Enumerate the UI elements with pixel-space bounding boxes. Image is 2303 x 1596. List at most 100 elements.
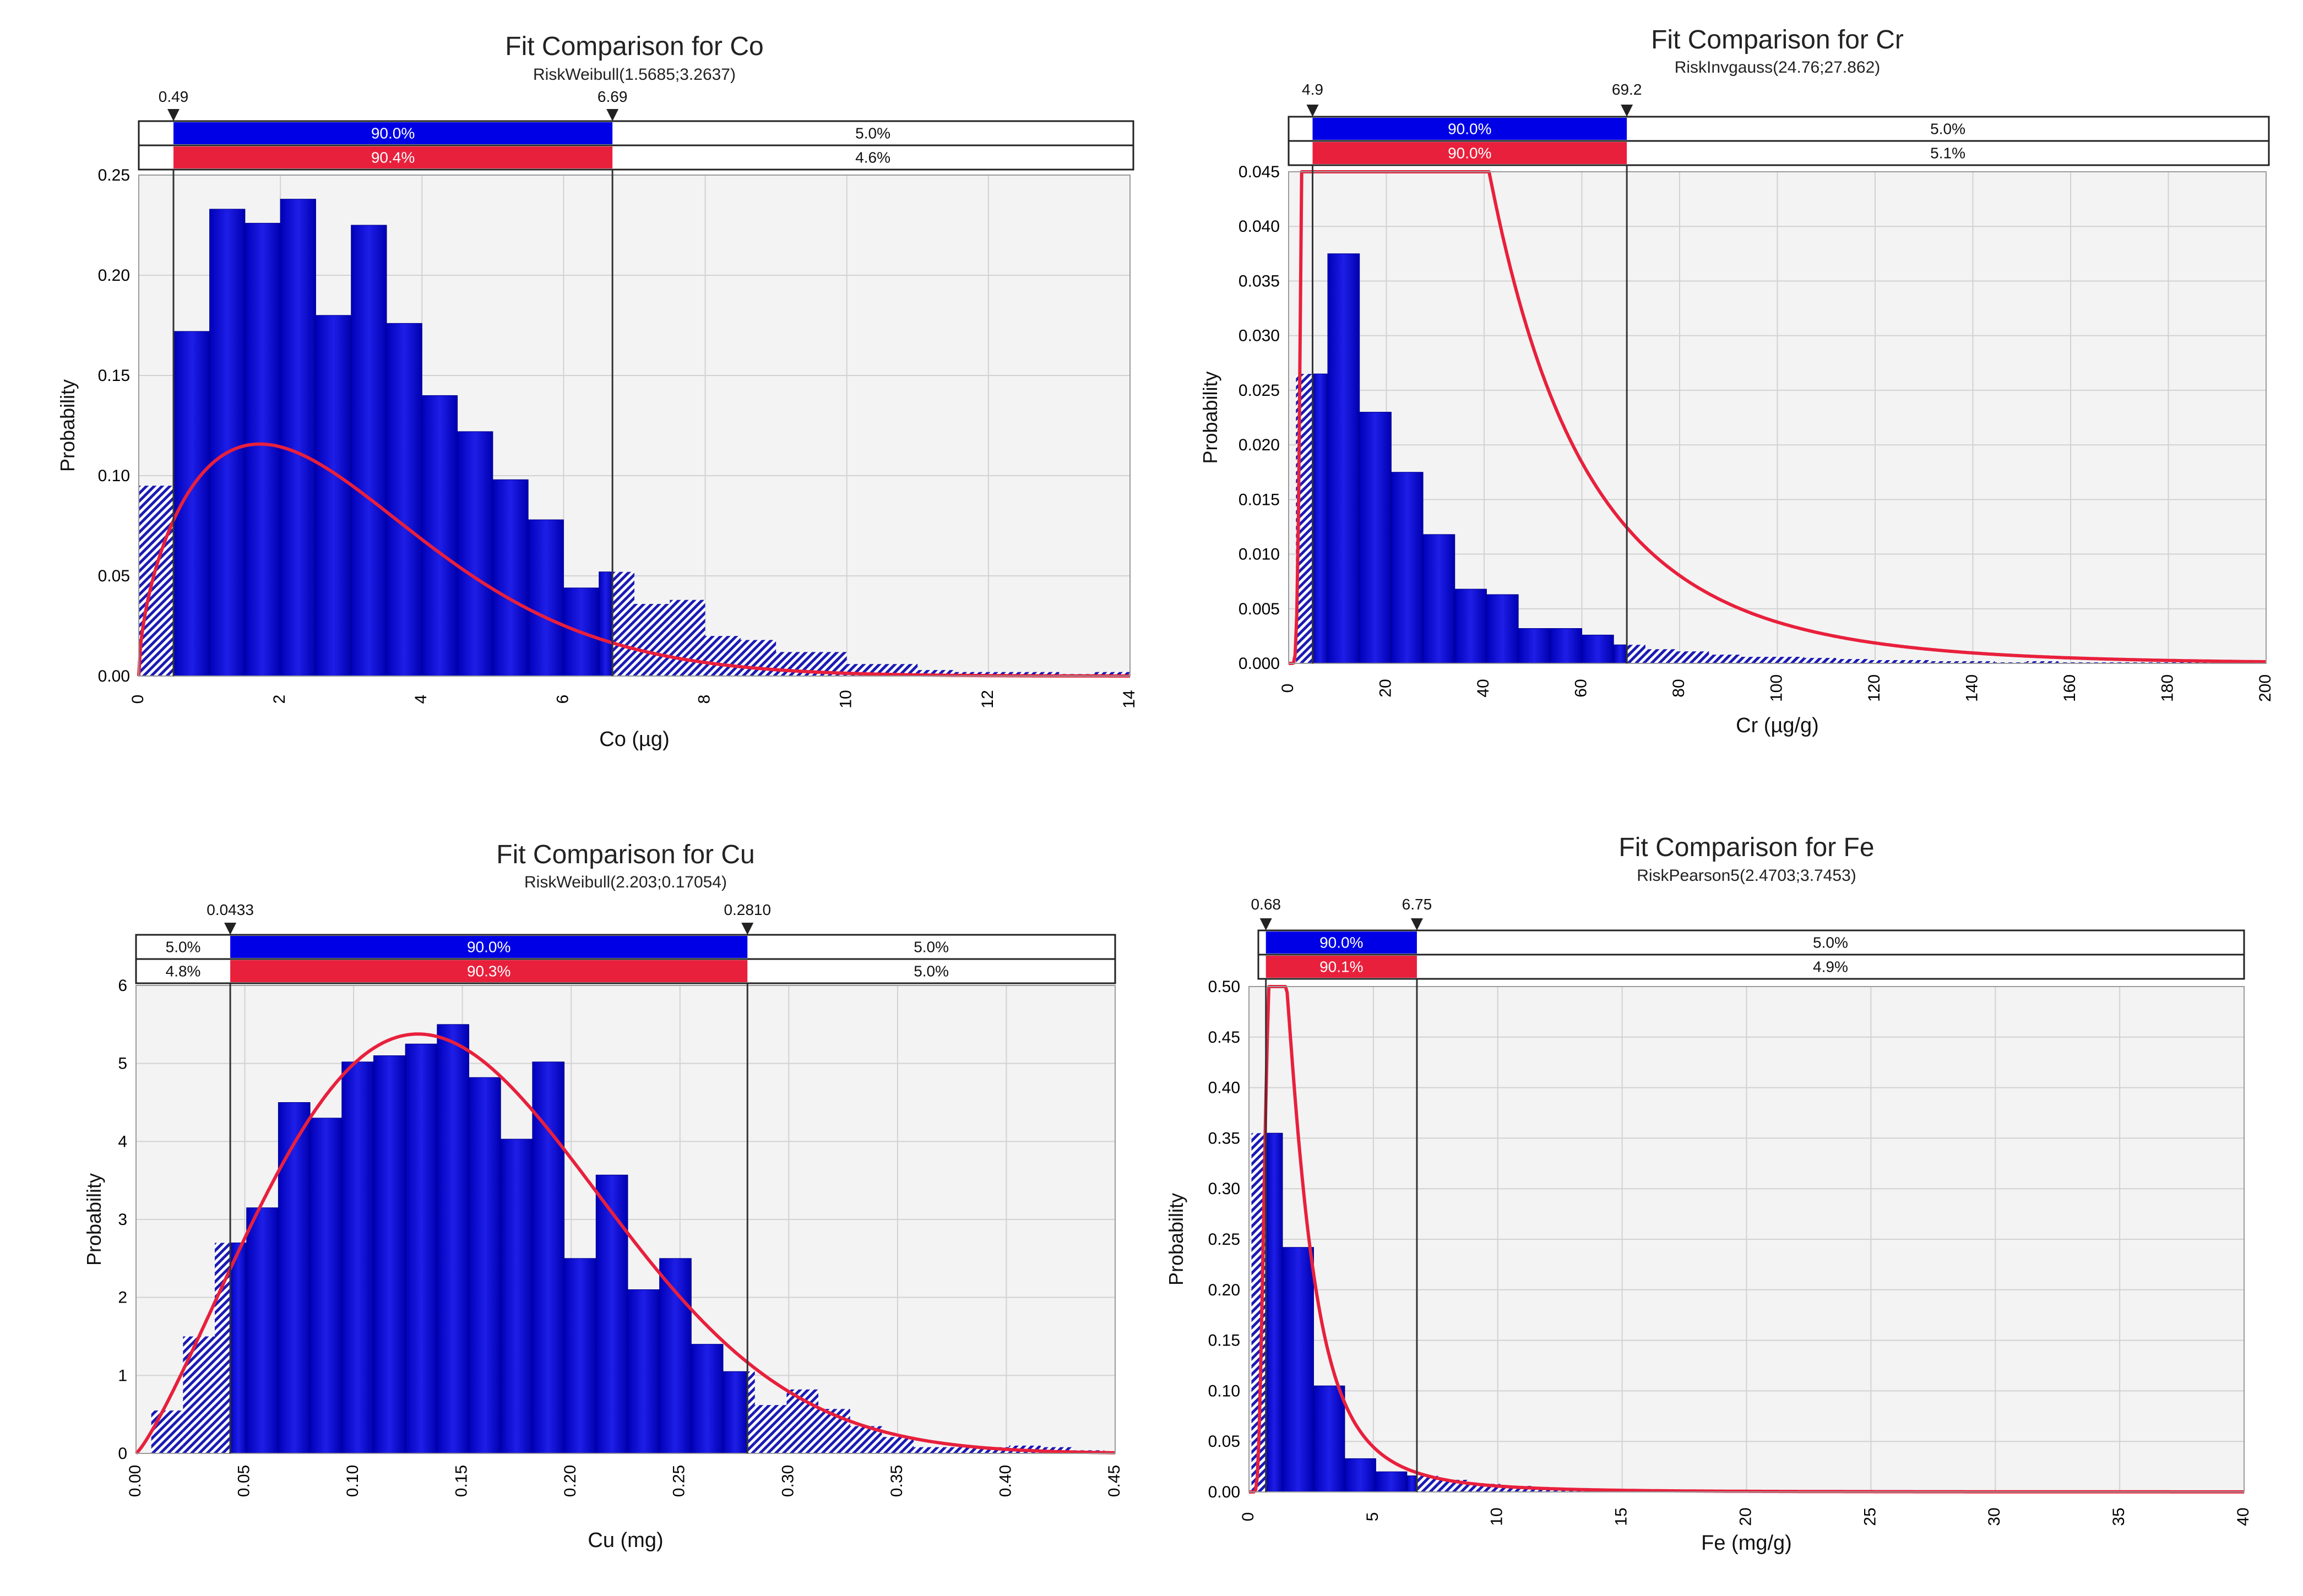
histogram-bar — [1327, 253, 1360, 664]
histogram-bar-tail — [151, 1410, 183, 1453]
y-axis-label: Probability — [56, 379, 79, 472]
marker-label: 0.68 — [1251, 896, 1281, 913]
histogram-bar-tail — [183, 1336, 215, 1453]
y-axis-label: Probability — [1199, 371, 1221, 464]
band-input-strip — [230, 960, 748, 982]
chart-0: Fit Comparison for Co RiskWeibull(1.5685;… — [56, 32, 1138, 751]
histogram-bar-tail — [670, 600, 705, 676]
marker-handle-icon[interactable] — [1410, 918, 1423, 930]
plot-frame — [1288, 171, 2267, 664]
histogram-bar — [595, 1174, 628, 1454]
x-tick-label: 40 — [1474, 679, 1492, 697]
histogram-bar-tail — [1024, 672, 1060, 676]
y-tick-label: 0.05 — [98, 567, 130, 585]
x-tick-label: 160 — [2061, 674, 2079, 702]
histogram-bar-tail — [1500, 1485, 1531, 1492]
x-tick-label: 180 — [2158, 674, 2176, 702]
marker-handle-icon[interactable] — [224, 923, 237, 935]
histogram-bar-tail — [1772, 657, 1805, 663]
histogram-bar — [1344, 1458, 1376, 1492]
marker-label: 6.69 — [598, 88, 628, 105]
x-tick-label: 35 — [2110, 1507, 2128, 1526]
x-axis-label: Co (µg) — [599, 728, 669, 751]
band-mid-percent: 90.1% — [1319, 958, 1363, 976]
y-tick-label: 0.05 — [1208, 1432, 1240, 1451]
histogram-bar-tail — [1677, 651, 1709, 663]
band-input-strip — [1265, 956, 1417, 978]
histogram-bar — [351, 225, 387, 677]
y-tick-label: 4 — [118, 1132, 127, 1151]
y-tick-label: 0.035 — [1239, 272, 1280, 290]
histogram-bar — [691, 1344, 724, 1454]
histogram-bar-tail — [1836, 659, 1868, 663]
histogram-bar-tail — [139, 486, 173, 676]
histogram-bar — [245, 222, 281, 677]
band-mid-percent: 90.0% — [1319, 934, 1363, 951]
band-right-percent: 4.6% — [855, 149, 890, 166]
y-tick-label: 0.00 — [98, 667, 130, 685]
x-tick-label: 0.15 — [453, 1465, 471, 1497]
band-mid-percent: 90.0% — [467, 939, 510, 956]
chart-title: Fit Comparison for Cr — [1651, 25, 1904, 55]
histogram-bar — [421, 395, 458, 677]
histogram-bar-tail — [705, 636, 741, 676]
histogram-bar — [723, 1371, 748, 1454]
chart-subtitle: RiskWeibull(1.5685;3.2637) — [533, 66, 736, 84]
y-axis-label: Probability — [1165, 1193, 1187, 1285]
histogram-bar — [659, 1258, 692, 1454]
band-right-percent: 5.0% — [855, 125, 890, 142]
chart-title: Fit Comparison for Fe — [1618, 833, 1874, 862]
band-fit-strip — [230, 936, 748, 958]
histogram-bar — [532, 1061, 565, 1454]
marker-handle-icon[interactable] — [1259, 918, 1272, 930]
histogram-bar-tail — [2027, 661, 2058, 663]
chart-2: Fit Comparison for Cu RiskWeibull(2.203;0… — [83, 840, 1123, 1552]
y-tick-label: 0 — [118, 1445, 127, 1463]
marker-handle-icon[interactable] — [606, 109, 619, 121]
x-tick-label: 2 — [270, 695, 289, 704]
histogram-bar-tail — [945, 1447, 977, 1453]
chart-title: Fit Comparison for Cu — [496, 840, 754, 869]
x-tick-label: 20 — [1376, 679, 1394, 697]
histogram-bar-tail — [1740, 657, 1773, 663]
band-mid-percent: 90.3% — [467, 963, 510, 980]
histogram-bar — [1265, 1132, 1283, 1492]
x-tick-label: 8 — [695, 695, 713, 704]
marker-handle-icon[interactable] — [1621, 105, 1633, 117]
y-tick-label: 2 — [118, 1289, 127, 1307]
y-tick-label: 3 — [118, 1211, 127, 1229]
histogram-bar — [1406, 1475, 1417, 1492]
histogram-bar — [405, 1043, 438, 1454]
marker-handle-icon[interactable] — [741, 923, 754, 935]
y-tick-label: 1 — [118, 1366, 127, 1385]
histogram-bar — [315, 315, 352, 677]
plot-frame — [135, 985, 1116, 1454]
x-tick-label: 140 — [1963, 674, 1981, 702]
y-tick-label: 0.010 — [1239, 546, 1280, 564]
marker-label: 6.75 — [1402, 896, 1432, 913]
band-left-percent: 5.0% — [166, 939, 201, 956]
histogram-bar — [1486, 594, 1519, 664]
y-tick-label: 0.20 — [98, 266, 130, 285]
band-right-percent: 5.0% — [1813, 934, 1848, 951]
histogram-bar — [1422, 534, 1455, 664]
band-fit-strip — [173, 122, 613, 144]
histogram-bar-tail — [1627, 645, 1645, 663]
fitted-curve — [134, 1032, 1116, 1455]
band-input-strip — [173, 146, 613, 168]
histogram-bar-tail — [1931, 661, 1963, 663]
x-tick-label: 0.40 — [996, 1465, 1014, 1497]
marker-handle-icon[interactable] — [1306, 105, 1319, 117]
marker-handle-icon[interactable] — [167, 109, 180, 121]
y-tick-label: 0.020 — [1239, 436, 1280, 454]
x-tick-label: 0.00 — [126, 1465, 144, 1497]
x-tick-label: 0.10 — [344, 1465, 362, 1497]
histogram-bar-tail — [914, 1447, 946, 1453]
band-right-percent: 5.0% — [914, 939, 949, 956]
y-tick-label: 0.20 — [1208, 1281, 1240, 1299]
y-tick-label: 0.005 — [1239, 600, 1280, 618]
x-tick-label: 20 — [1736, 1507, 1755, 1526]
histogram-bar — [500, 1139, 533, 1454]
y-tick-label: 0.025 — [1239, 382, 1280, 400]
chart-subtitle: RiskWeibull(2.203;0.17054) — [524, 873, 727, 891]
